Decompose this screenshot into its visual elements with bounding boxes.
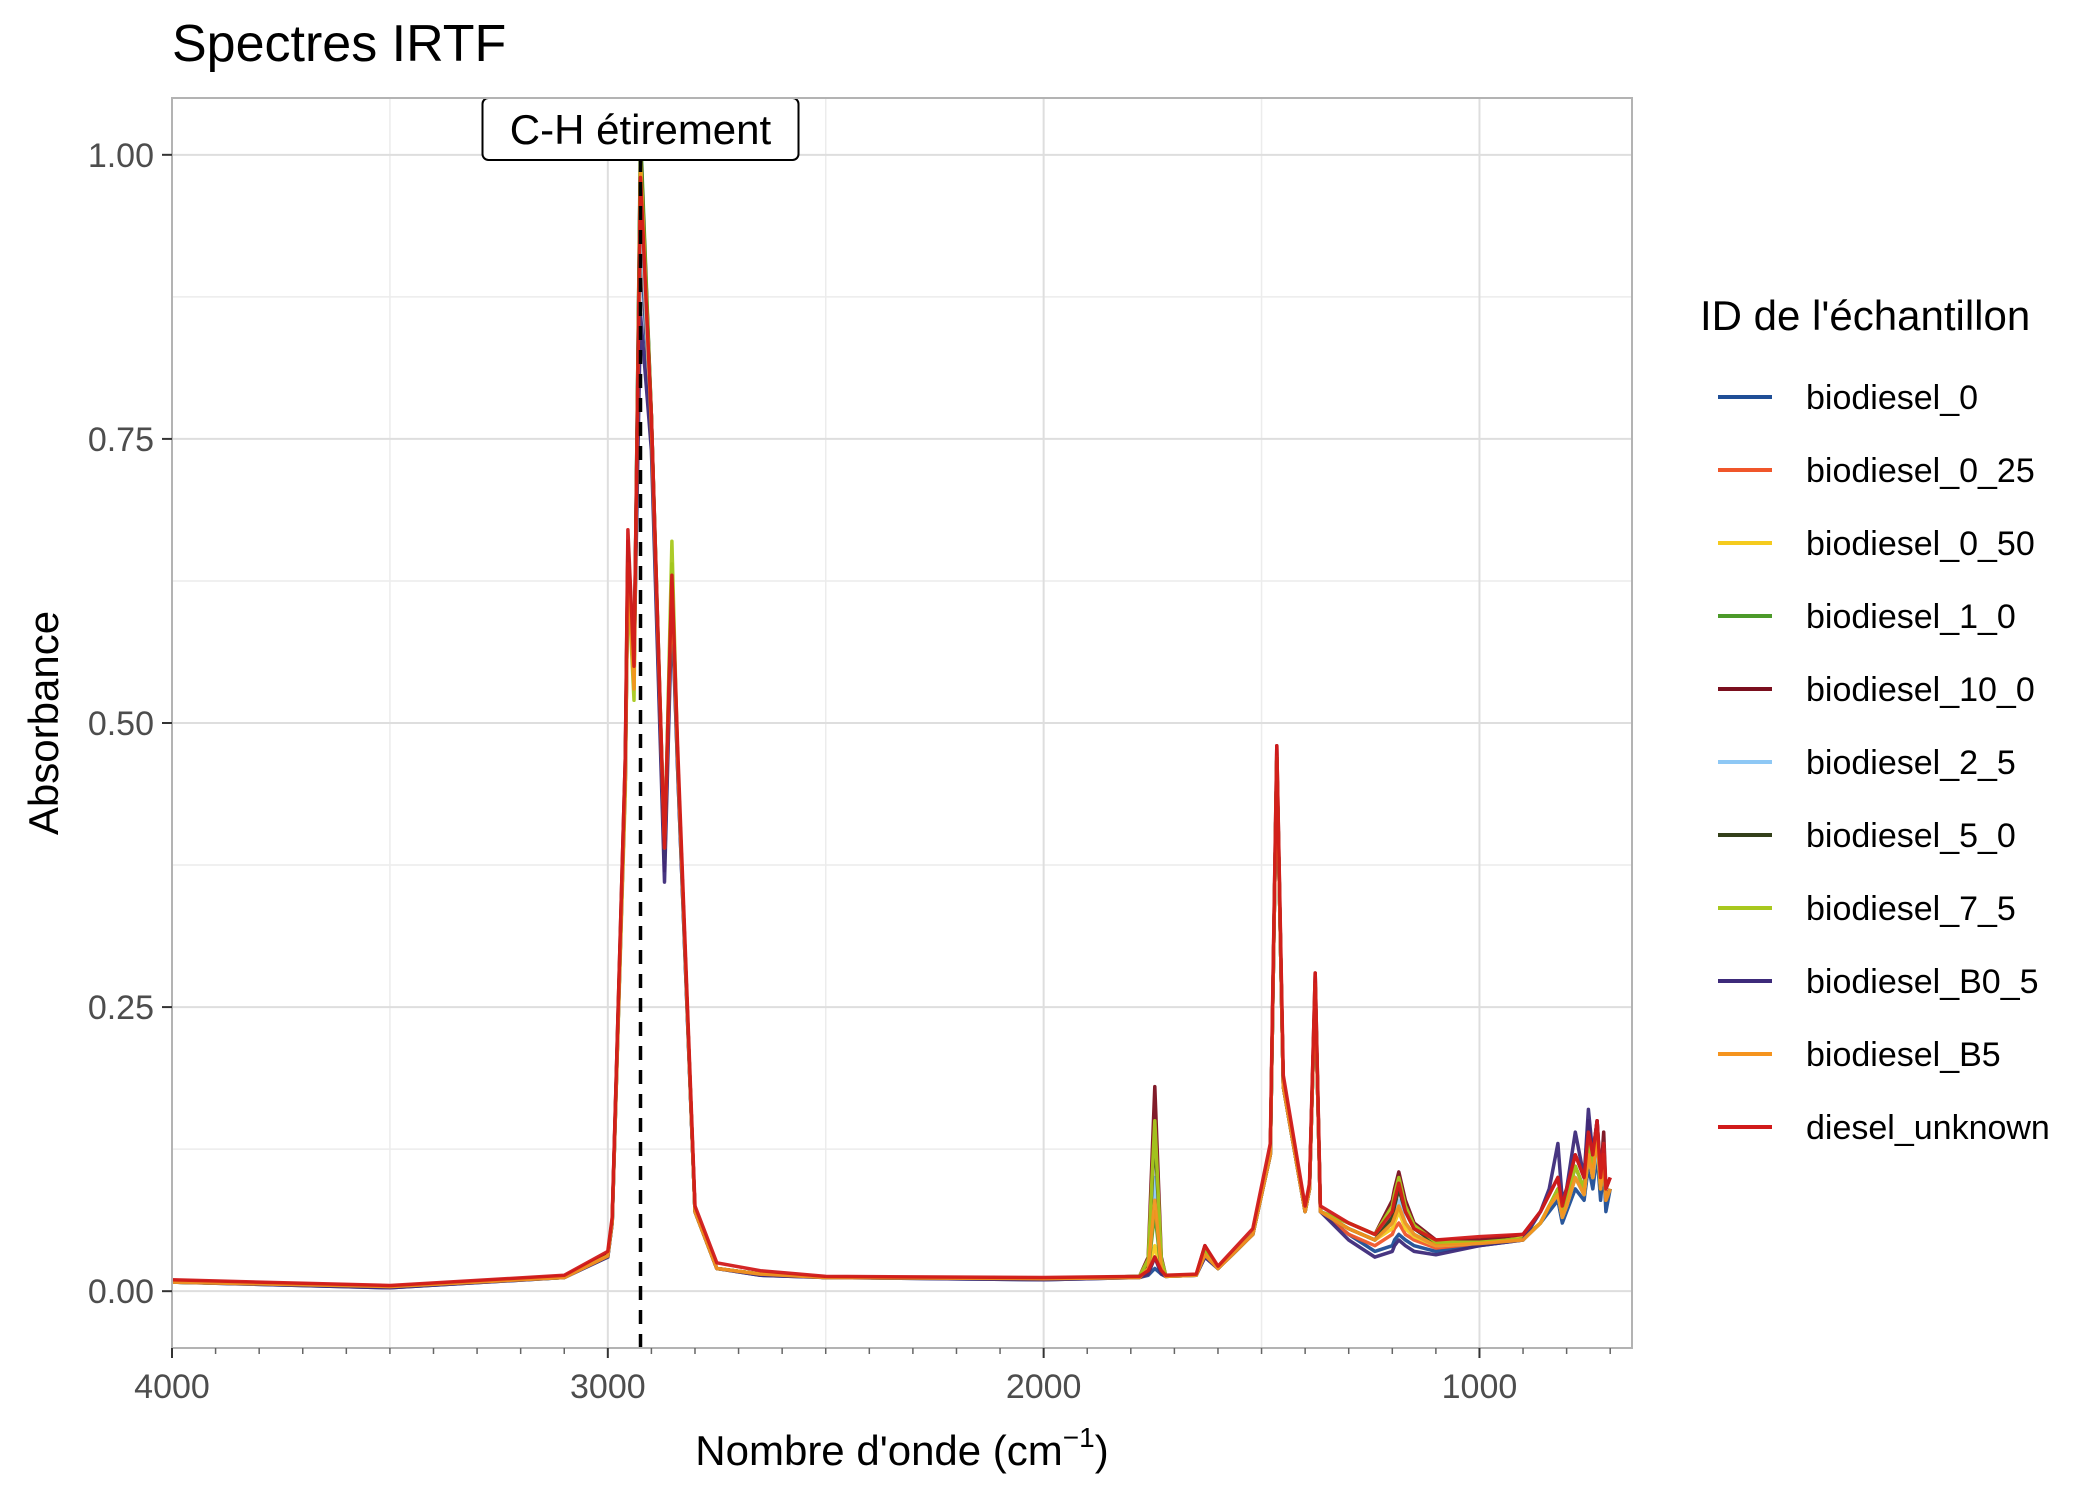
x-tick-label: 2000 [1006,1368,1082,1406]
legend-entry-label: biodiesel_10_0 [1806,671,2035,709]
legend-title: ID de l'échantillon [1700,292,2030,339]
x-tick-label: 3000 [570,1368,646,1406]
x-tick-label: 1000 [1442,1368,1518,1406]
y-tick-label: 0.00 [88,1273,154,1311]
annotation-layer: C-H étirement [481,97,800,1348]
y-tick-label: 0.25 [88,989,154,1027]
x-tick-label: 4000 [134,1368,210,1406]
x-axis-title-close: ) [1095,1427,1109,1474]
legend-entry-label: biodiesel_5_0 [1806,817,2016,855]
legend-entry-label: biodiesel_B0_5 [1806,963,2039,1001]
y-tick-label: 0.75 [88,421,154,459]
chart-title: Spectres IRTF [172,15,507,73]
legend-entry-label: biodiesel_7_5 [1806,890,2016,928]
y-tick-label: 1.00 [88,137,154,175]
legend-entry-label: biodiesel_B5 [1806,1036,2001,1074]
annotation-label: C-H étirement [510,106,772,153]
legend: ID de l'échantillon biodiesel_0 biodiesel… [1700,292,2050,1147]
legend-entry-label: biodiesel_0_50 [1806,525,2035,563]
legend-entry-label: diesel_unknown [1806,1109,2050,1147]
x-axis-title-superscript: −1 [1063,1422,1095,1453]
y-axis-title: Absorbance [20,611,67,835]
x-axis-title: Nombre d'onde (cm−1) [695,1422,1108,1474]
y-tick-label: 0.50 [88,705,154,743]
series-line-diesel-unknown [171,175,1612,1288]
series-lines [171,130,1612,1290]
axes: 4000 3000 2000 1000 0.00 0.25 0.50 0.75 1.00 [88,137,1611,1406]
legend-entry-label: biodiesel_1_0 [1806,598,2016,636]
legend-entry-label: biodiesel_0 [1806,379,1978,417]
legend-entry-label: biodiesel_2_5 [1806,744,2016,782]
legend-entry-label: biodiesel_0_25 [1806,452,2035,490]
x-axis-title-main: Nombre d'onde (cm [695,1427,1063,1474]
